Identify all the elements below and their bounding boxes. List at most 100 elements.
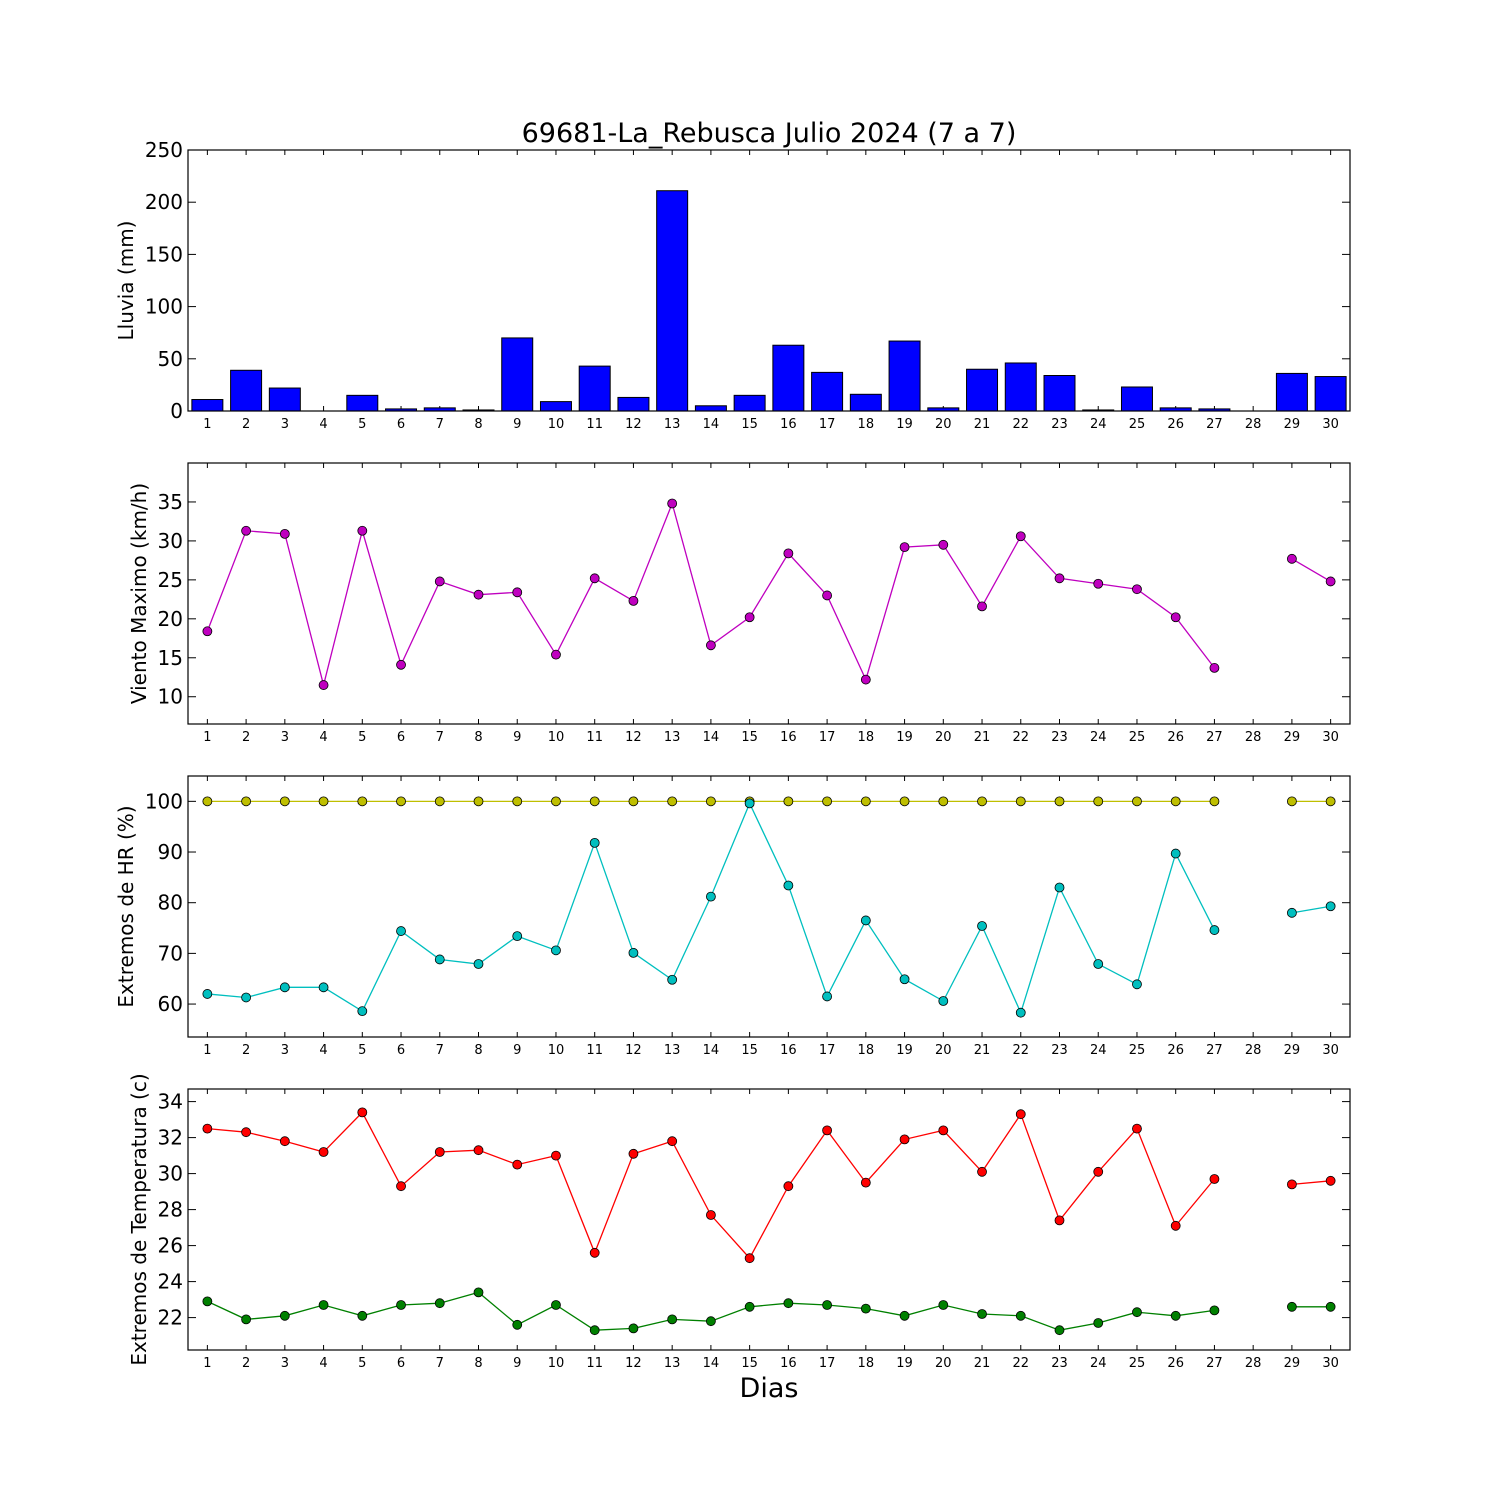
x-tick-label: 14 (703, 1356, 720, 1371)
y-tick-label: 20 (158, 607, 183, 631)
data-point (202, 1296, 213, 1307)
data-point (202, 626, 213, 637)
data-point (1325, 796, 1336, 807)
data-point (1093, 1318, 1104, 1328)
x-tick-label: 13 (664, 730, 681, 745)
y-tick-label: 80 (158, 891, 183, 915)
x-tick-label: 4 (319, 1043, 327, 1058)
x-tick-label: 9 (513, 1356, 521, 1371)
data-point (318, 680, 329, 690)
data-point (357, 796, 368, 807)
x-tick-label: 30 (1322, 417, 1339, 432)
rain-bar (191, 399, 224, 412)
x-tick-label: 2 (242, 417, 250, 432)
data-point (899, 1134, 910, 1145)
x-tick-label: 17 (819, 1356, 836, 1371)
data-point (628, 947, 639, 958)
x-tick-label: 25 (1129, 417, 1146, 432)
x-tick-label: 19 (896, 1356, 913, 1371)
data-point (667, 1136, 678, 1147)
data-point (589, 1247, 600, 1258)
data-point (551, 1300, 561, 1310)
data-point (667, 974, 678, 985)
data-point (1325, 1175, 1336, 1186)
data-point (396, 659, 406, 670)
x-tick-label: 6 (397, 1356, 405, 1371)
x-tick-label: 5 (358, 1356, 366, 1371)
data-point (357, 525, 368, 536)
x-tick-label: 21 (974, 1356, 991, 1371)
data-point (551, 649, 561, 660)
data-point (396, 926, 406, 936)
data-point (279, 528, 290, 539)
data-point (551, 945, 561, 956)
x-tick-label: 24 (1090, 1043, 1107, 1058)
x-tick-label: 12 (625, 730, 642, 745)
data-point (1170, 1310, 1181, 1321)
x-tick-label: 14 (703, 730, 720, 745)
data-point (938, 796, 949, 807)
data-point (1287, 796, 1297, 807)
rain-bar (617, 396, 650, 412)
data-point (202, 796, 213, 807)
x-tick-label: 11 (586, 1356, 603, 1371)
data-point (860, 796, 871, 807)
data-point (1054, 1325, 1065, 1336)
y-tick-label: 28 (158, 1198, 183, 1222)
data-point (1170, 796, 1181, 807)
x-tick-label: 26 (1167, 1356, 1184, 1371)
rain-bar (1043, 375, 1076, 412)
x-tick-label: 1 (203, 1043, 211, 1058)
data-point (1015, 1310, 1026, 1321)
x-tick-label: 23 (1051, 417, 1068, 432)
rain-bar (656, 190, 689, 412)
data-point (1170, 612, 1181, 623)
data-point (706, 796, 716, 807)
data-point (706, 1210, 716, 1220)
data-point (977, 796, 987, 807)
data-point (589, 573, 600, 584)
x-tick-label: 24 (1090, 730, 1107, 745)
data-point (822, 796, 832, 807)
data-point (202, 1123, 213, 1134)
data-point (1054, 882, 1065, 893)
x-tick-label: 16 (780, 1356, 797, 1371)
data-point (241, 1127, 252, 1138)
x-tick-label: 25 (1129, 1356, 1146, 1371)
x-tick-label: 11 (586, 730, 603, 745)
x-tick-label: 9 (513, 730, 521, 745)
rain-bar (346, 394, 379, 412)
data-point (667, 1314, 678, 1325)
x-tick-label: 26 (1167, 417, 1184, 432)
data-point (1015, 1007, 1026, 1018)
axes-frame (187, 775, 1351, 1038)
x-tick-label: 12 (625, 417, 642, 432)
x-tick-label: 11 (586, 1043, 603, 1058)
x-tick-label: 15 (741, 1356, 758, 1371)
x-tick-label: 7 (436, 417, 444, 432)
data-point (783, 1298, 794, 1309)
data-point (473, 1287, 484, 1298)
x-tick-label: 8 (474, 417, 482, 432)
y-tick-label: 25 (158, 568, 183, 592)
data-point (977, 921, 987, 931)
x-tick-label: 10 (548, 417, 565, 432)
data-point (434, 954, 445, 965)
data-point (1287, 553, 1297, 564)
data-point (938, 1300, 949, 1310)
data-point (357, 1107, 368, 1118)
data-point (744, 1253, 755, 1264)
x-tick-label: 30 (1322, 730, 1339, 745)
x-tick-label: 22 (1012, 1356, 1029, 1371)
x-tick-label: 15 (741, 730, 758, 745)
x-tick-label: 29 (1284, 417, 1301, 432)
series-line (1291, 558, 1331, 582)
data-point (473, 796, 484, 807)
x-tick-label: 17 (819, 417, 836, 432)
x-tick-label: 29 (1284, 1043, 1301, 1058)
data-point (279, 1310, 290, 1321)
data-point (1325, 1301, 1336, 1312)
x-tick-label: 10 (548, 730, 565, 745)
data-point (1132, 979, 1142, 990)
x-tick-label: 2 (242, 1043, 250, 1058)
